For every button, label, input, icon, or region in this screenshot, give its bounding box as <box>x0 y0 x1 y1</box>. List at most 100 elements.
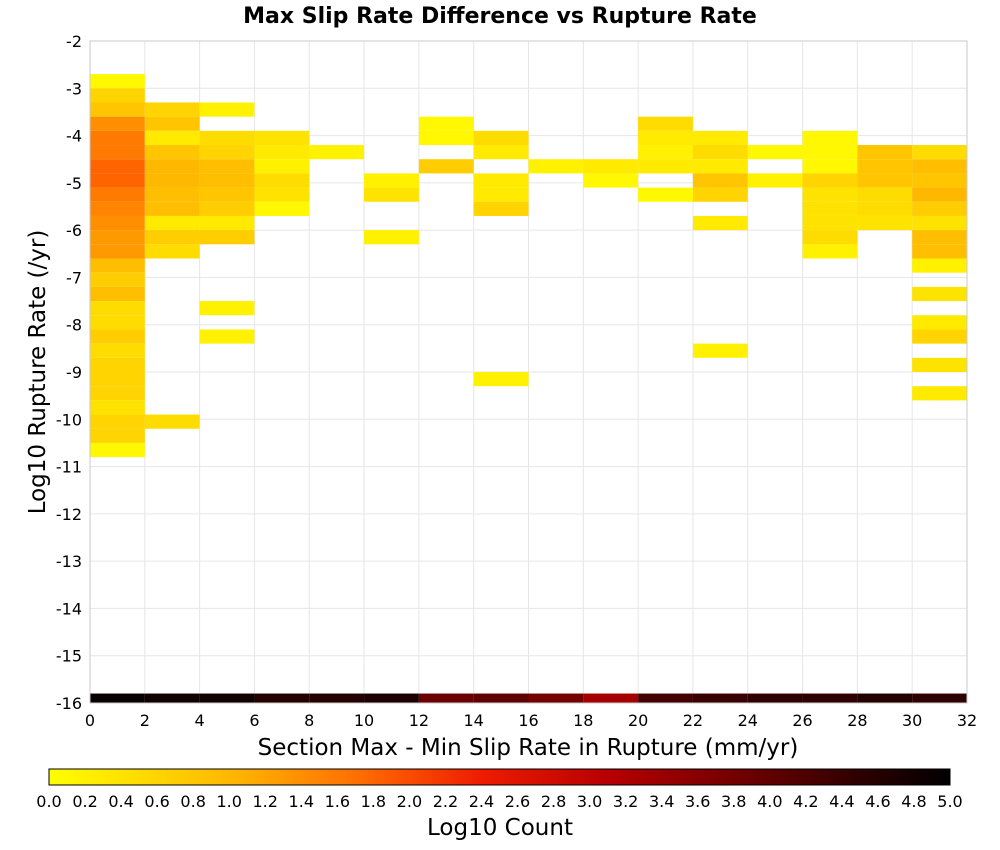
heatmap-cell <box>528 159 584 174</box>
y-tick-label: -9 <box>66 363 82 382</box>
heatmap-cell <box>199 102 255 117</box>
heatmap-cell <box>364 173 419 188</box>
heatmap-cell <box>199 329 255 344</box>
heatmap-cell <box>199 145 255 160</box>
heatmap-cell <box>144 145 200 160</box>
colorbar-tick-label: 4.8 <box>901 792 926 811</box>
heatmap-cell <box>802 159 858 174</box>
heatmap-cell <box>90 102 145 117</box>
y-tick-label: -7 <box>66 268 82 287</box>
colorbar-tick-label: 3.0 <box>577 792 602 811</box>
heatmap-cell <box>199 173 255 188</box>
colorbar-tick-label: 5.0 <box>937 792 962 811</box>
heatmap-cell <box>90 301 145 316</box>
heatmap-cell <box>912 159 967 174</box>
summary-row-cell <box>199 693 255 703</box>
heatmap-cell <box>473 145 529 160</box>
heatmap-cell <box>418 159 474 174</box>
heatmap-cell <box>857 187 913 202</box>
heatmap-cell <box>473 130 529 146</box>
heatmap-cell <box>857 159 913 174</box>
heatmap-cell <box>802 130 858 146</box>
x-tick-label: 22 <box>683 711 703 730</box>
y-tick-label: -14 <box>56 599 82 618</box>
x-tick-label: 8 <box>304 711 314 730</box>
colorbar-tick-label: 2.8 <box>541 792 566 811</box>
heatmap-cell <box>144 159 200 174</box>
heatmap-cell <box>912 145 967 160</box>
colorbar-tick-label: 0.2 <box>72 792 97 811</box>
heatmap-cell <box>90 329 145 344</box>
x-tick-label: 18 <box>573 711 593 730</box>
heatmap-cell <box>90 386 145 401</box>
heatmap-cell <box>254 159 310 174</box>
heatmap-cell <box>912 215 967 231</box>
heatmap-cell <box>90 74 145 89</box>
heatmap-cell <box>857 145 913 160</box>
x-tick-label: 26 <box>792 711 812 730</box>
heatmap-cell <box>90 357 145 372</box>
colorbar-tick-label: 0.6 <box>144 792 169 811</box>
plot-area <box>89 40 968 704</box>
heatmap-cell <box>473 187 529 202</box>
x-tick-label: 0 <box>85 711 95 730</box>
heatmap-cell <box>857 215 913 231</box>
heatmap-cell <box>692 173 748 188</box>
colorbar-label: Log10 Count <box>427 815 573 841</box>
heatmap-cell <box>638 159 693 174</box>
heatmap-cell <box>473 372 529 387</box>
summary-row-cell <box>90 693 145 703</box>
heatmap-cell <box>364 230 419 245</box>
heatmap-cell <box>418 116 474 131</box>
heatmap-cell <box>144 173 200 188</box>
y-axis-ticks: -16 -15 -14 -13 -12 -11 -10 -9 -8 -7 -6 -5 -4 -3 -2 <box>56 32 82 713</box>
heatmap-cell <box>912 244 967 259</box>
heatmap-cell <box>144 187 200 202</box>
summary-row-cell <box>309 693 365 703</box>
colorbar-tick-label: 1.2 <box>253 792 278 811</box>
x-tick-label: 6 <box>249 711 259 730</box>
y-tick-label: -16 <box>56 694 82 713</box>
heatmap-cell <box>638 187 693 202</box>
summary-row-cell <box>528 693 584 703</box>
summary-row-cell <box>857 693 913 703</box>
heatmap-cell <box>254 130 310 146</box>
y-tick-label: -11 <box>56 458 82 477</box>
heatmap-cell <box>90 159 145 174</box>
colorbar-tick-label: 1.0 <box>216 792 241 811</box>
heatmap-cell <box>857 201 913 216</box>
y-tick-label: -12 <box>56 505 82 524</box>
x-tick-label: 2 <box>140 711 150 730</box>
heatmap-cell <box>90 286 145 302</box>
heatmap-cell <box>254 145 310 160</box>
colorbar-tick-label: 3.8 <box>721 792 746 811</box>
colorbar-tick-label: 3.4 <box>649 792 674 811</box>
colorbar-tick-label: 4.6 <box>865 792 890 811</box>
summary-row-cell <box>254 693 310 703</box>
colorbar-tick-label: 2.0 <box>397 792 422 811</box>
heatmap-cell <box>90 215 145 231</box>
heatmap-cell <box>692 145 748 160</box>
heatmap-cell <box>144 201 200 216</box>
heatmap-cell <box>90 88 145 103</box>
heatmap-cell <box>90 130 145 146</box>
heatmap-cell <box>144 130 200 146</box>
heatmap-cell <box>309 145 365 160</box>
heatmap-cell <box>199 215 255 231</box>
x-axis-ticks: 0 2 4 6 8 10 12 14 16 18 20 22 24 26 28 30 32 <box>85 711 977 730</box>
colorbar-tick-label: 2.6 <box>505 792 530 811</box>
colorbar-tick-label: 1.4 <box>289 792 314 811</box>
x-tick-label: 24 <box>738 711 758 730</box>
heatmap-cell <box>638 116 693 131</box>
summary-row-cell <box>692 693 748 703</box>
colorbar <box>48 768 951 786</box>
colorbar-tick-label: 0.0 <box>36 792 61 811</box>
heatmap-cell <box>90 173 145 188</box>
heatmap-cells <box>90 74 967 703</box>
heatmap-cell <box>364 187 419 202</box>
heatmap-cell <box>144 414 200 429</box>
y-tick-label: -15 <box>56 647 82 666</box>
summary-row-cell <box>912 693 967 703</box>
heatmap-cell <box>802 244 858 259</box>
